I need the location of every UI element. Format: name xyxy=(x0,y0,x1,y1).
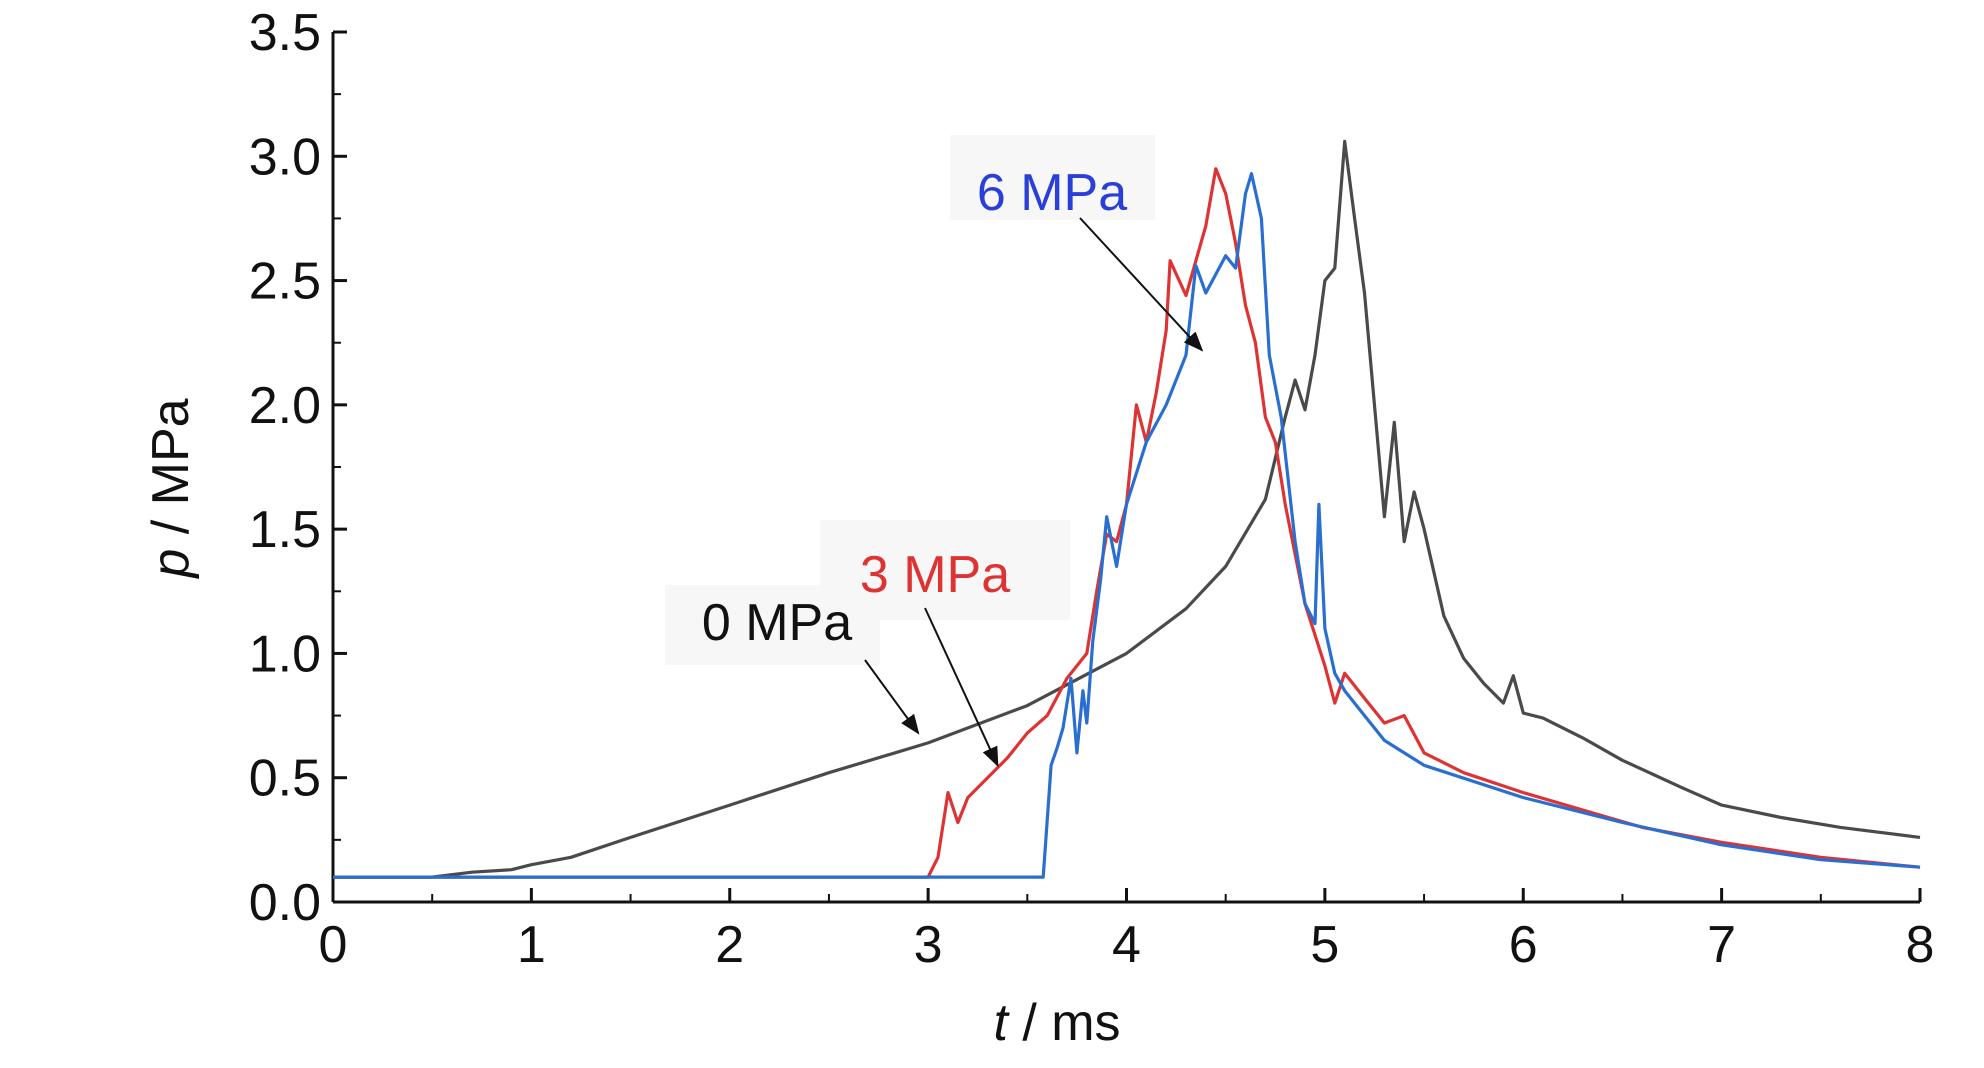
y-tick-label: 3.0 xyxy=(249,128,321,186)
series-line-0-mpa xyxy=(333,139,1921,879)
annotation-arrow-3-mpa xyxy=(924,607,999,768)
label-bg-0mpa xyxy=(665,585,880,665)
series-line-3-mpa xyxy=(333,167,1921,879)
y-tick-label: 2.0 xyxy=(249,377,321,435)
y-axis-variable: p xyxy=(142,549,200,580)
annotation-label-3-mpa: 3 MPa xyxy=(860,546,1010,604)
x-tick-label: 8 xyxy=(1906,916,1935,974)
x-tick-label: 4 xyxy=(1112,916,1141,974)
x-axis-unit: / ms xyxy=(1008,994,1121,1052)
x-axis-label: t / ms xyxy=(993,994,1120,1052)
x-tick-label: 5 xyxy=(1310,916,1339,974)
y-axis-label: p / MPa xyxy=(142,398,200,579)
y-tick-label: 0.5 xyxy=(249,750,321,808)
x-tick-label: 0 xyxy=(319,916,348,974)
annotation-arrow-0-mpa xyxy=(864,659,920,735)
annotation-label-0-mpa: 0 MPa xyxy=(702,594,852,652)
x-tick-label: 6 xyxy=(1509,916,1538,974)
y-tick-label: 3.5 xyxy=(249,4,321,62)
series-lines xyxy=(333,139,1921,879)
annotation-backgrounds xyxy=(665,135,1155,665)
x-axis-variable: t xyxy=(993,994,1010,1052)
x-tick-label: 2 xyxy=(715,916,744,974)
axes: 0 1 2 3 4 5 6 7 8 0.0 0.5 1.0 1.5 2.0 2.5 3.0 3.5 xyxy=(249,4,1935,974)
y-tick-label: 1.5 xyxy=(249,501,321,559)
y-axis-unit: / MPa xyxy=(142,398,200,548)
x-tick-label: 1 xyxy=(517,916,546,974)
x-tick-label: 3 xyxy=(914,916,943,974)
x-tick-label: 7 xyxy=(1707,916,1736,974)
annotation-label-6-mpa: 6 MPa xyxy=(977,164,1127,222)
y-tick-label: 1.0 xyxy=(249,625,321,683)
axis-labels: t / ms p / MPa xyxy=(142,398,1121,1052)
label-bg-6mpa xyxy=(950,135,1155,220)
y-tick-label: 2.5 xyxy=(249,253,321,311)
y-tick-label: 0.0 xyxy=(249,874,321,932)
series-line-6-mpa xyxy=(333,172,1921,879)
annotation-arrow-6-mpa xyxy=(1079,217,1204,352)
